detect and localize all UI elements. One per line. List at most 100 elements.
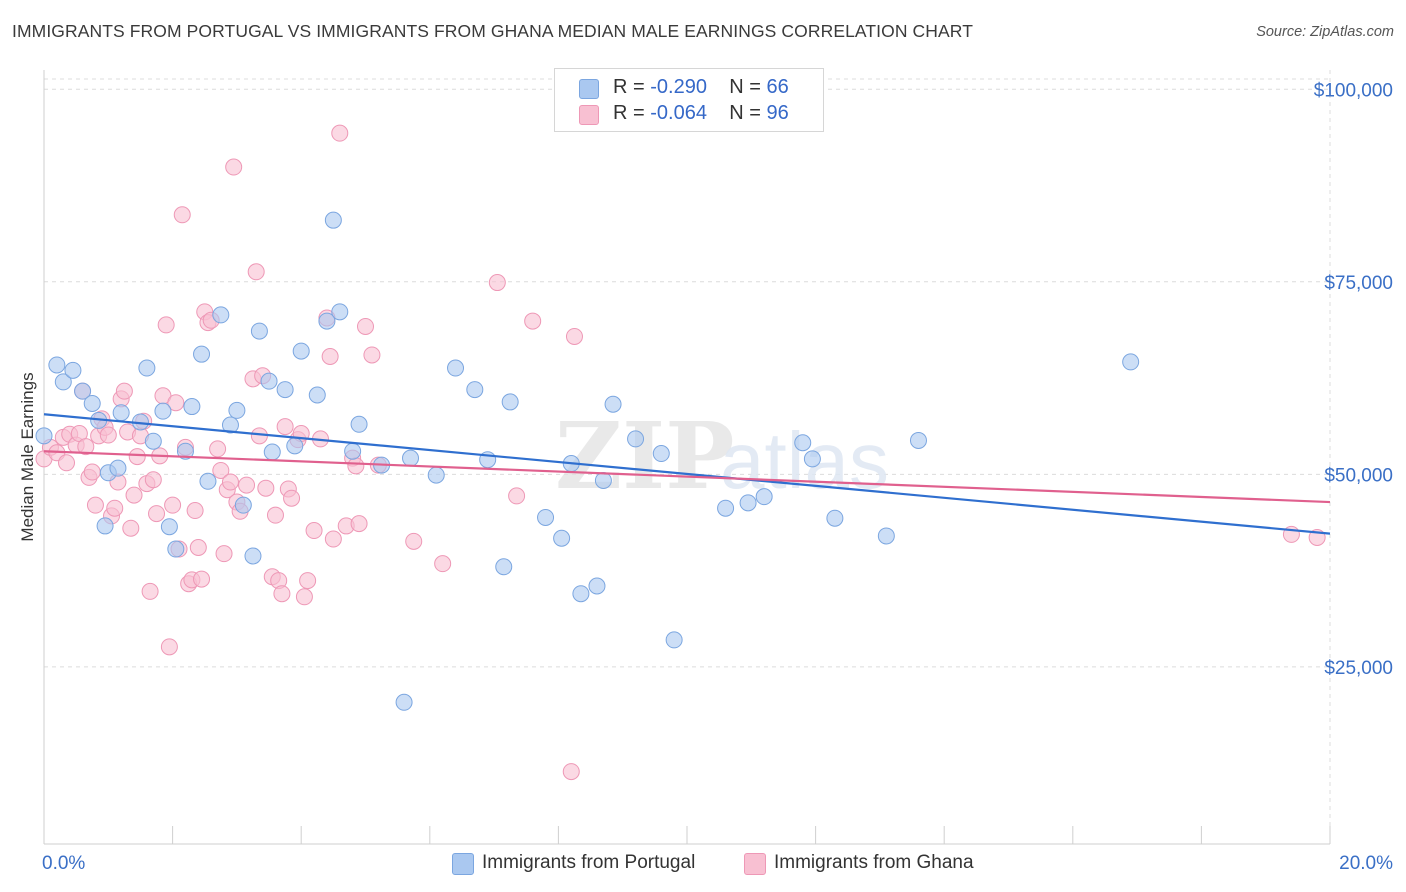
ghana-point: [144, 471, 162, 489]
portugal-point: [35, 427, 53, 445]
ghana-swatch: [579, 105, 599, 125]
legend-label-portugal: Immigrants from Portugal: [482, 852, 696, 873]
portugal-point: [588, 577, 606, 595]
ghana-point: [283, 489, 301, 507]
ghana-point: [83, 463, 101, 481]
chart-title: IMMIGRANTS FROM PORTUGAL VS IMMIGRANTS F…: [12, 21, 974, 41]
portugal-point: [83, 394, 101, 412]
ghana-point: [160, 638, 178, 656]
portugal-point: [308, 386, 326, 404]
ghana-point: [247, 263, 265, 281]
portugal-point: [193, 345, 211, 363]
portugal-swatch: [452, 853, 474, 875]
legend-n-label: N =: [729, 102, 761, 124]
legend-r-label: R =: [613, 76, 645, 98]
ghana-point: [106, 499, 124, 517]
ghana-point: [266, 506, 284, 524]
ghana-point: [77, 438, 95, 456]
portugal-points: [35, 211, 1140, 711]
portugal-swatch: [579, 79, 599, 99]
ghana-point: [257, 479, 275, 497]
ghana-point: [434, 555, 452, 573]
portugal-point: [572, 585, 590, 603]
ghana-point: [115, 382, 133, 400]
portugal-point: [495, 558, 513, 576]
ghana-point: [86, 496, 104, 514]
y-axis-label: Median Male Earnings: [18, 372, 37, 541]
portugal-point: [167, 540, 185, 558]
ghana-point: [225, 158, 243, 176]
ghana-point: [186, 502, 204, 520]
ghana-point: [405, 532, 423, 550]
ghana-point: [299, 572, 317, 590]
ghana-point: [324, 530, 342, 548]
portugal-point: [260, 372, 278, 390]
portugal-point: [803, 450, 821, 468]
ghana-point: [238, 476, 256, 494]
portugal-point: [221, 416, 239, 434]
portugal-point: [826, 509, 844, 527]
watermark-text: ZIP: [555, 402, 734, 510]
portugal-point: [755, 488, 773, 506]
portugal-point: [331, 303, 349, 321]
source-note: Source: ZipAtlas.com: [1256, 24, 1394, 40]
legend-r-value: -0.290: [650, 76, 707, 98]
ghana-point: [350, 515, 368, 533]
portugal-point: [276, 381, 294, 399]
ghana-point: [99, 426, 117, 444]
legend-n-value: 96: [766, 102, 789, 124]
portugal-point: [199, 472, 217, 490]
portugal-point: [160, 518, 178, 536]
ghana-point: [273, 585, 291, 603]
ghana-point: [193, 570, 211, 588]
watermark: ZIPatlas: [555, 402, 889, 510]
portugal-point: [627, 430, 645, 448]
ghana-point: [565, 327, 583, 345]
portugal-point: [537, 508, 555, 526]
portugal-point: [604, 395, 622, 413]
portugal-point: [318, 312, 336, 330]
portugal-point: [183, 398, 201, 416]
x-tick-label: 20.0%: [1339, 853, 1393, 874]
portugal-point: [594, 471, 612, 489]
portugal-point: [466, 381, 484, 399]
portugal-point: [717, 499, 735, 517]
ghana-point: [295, 588, 313, 606]
ghana-point: [164, 496, 182, 514]
ghana-point: [125, 486, 143, 504]
ghana-point: [122, 519, 140, 537]
portugal-point: [263, 443, 281, 461]
y-tick-label: $75,000: [1324, 273, 1393, 294]
portugal-point: [74, 382, 92, 400]
ghana-point: [363, 346, 381, 364]
ghana-point: [357, 317, 374, 335]
portugal-point: [350, 415, 368, 433]
ghana-point: [157, 316, 175, 334]
portugal-point: [176, 442, 194, 460]
ghana-point: [215, 545, 233, 563]
ghana-trend-line: [43, 450, 1331, 504]
ghana-point: [128, 448, 146, 466]
ghana-swatch: [744, 853, 766, 875]
portugal-point: [909, 431, 927, 449]
ghana-point: [305, 522, 323, 540]
ghana-point: [148, 505, 166, 523]
ghana-point: [221, 473, 239, 491]
ghana-point: [209, 440, 227, 458]
ghana-point: [331, 124, 349, 142]
portugal-point: [877, 527, 895, 545]
portugal-point: [144, 432, 162, 450]
portugal-point: [228, 401, 246, 419]
y-tick-label: $50,000: [1324, 465, 1393, 486]
ghana-point: [141, 582, 159, 600]
portugal-trend-line: [43, 413, 1331, 535]
portugal-point: [48, 356, 66, 374]
portugal-point: [234, 496, 252, 514]
portugal-point: [501, 393, 519, 411]
portugal-point: [244, 547, 262, 565]
portugal-point: [395, 693, 413, 711]
portugal-point: [292, 342, 310, 360]
legend-n-value: 66: [766, 76, 789, 98]
portugal-point: [286, 437, 304, 455]
